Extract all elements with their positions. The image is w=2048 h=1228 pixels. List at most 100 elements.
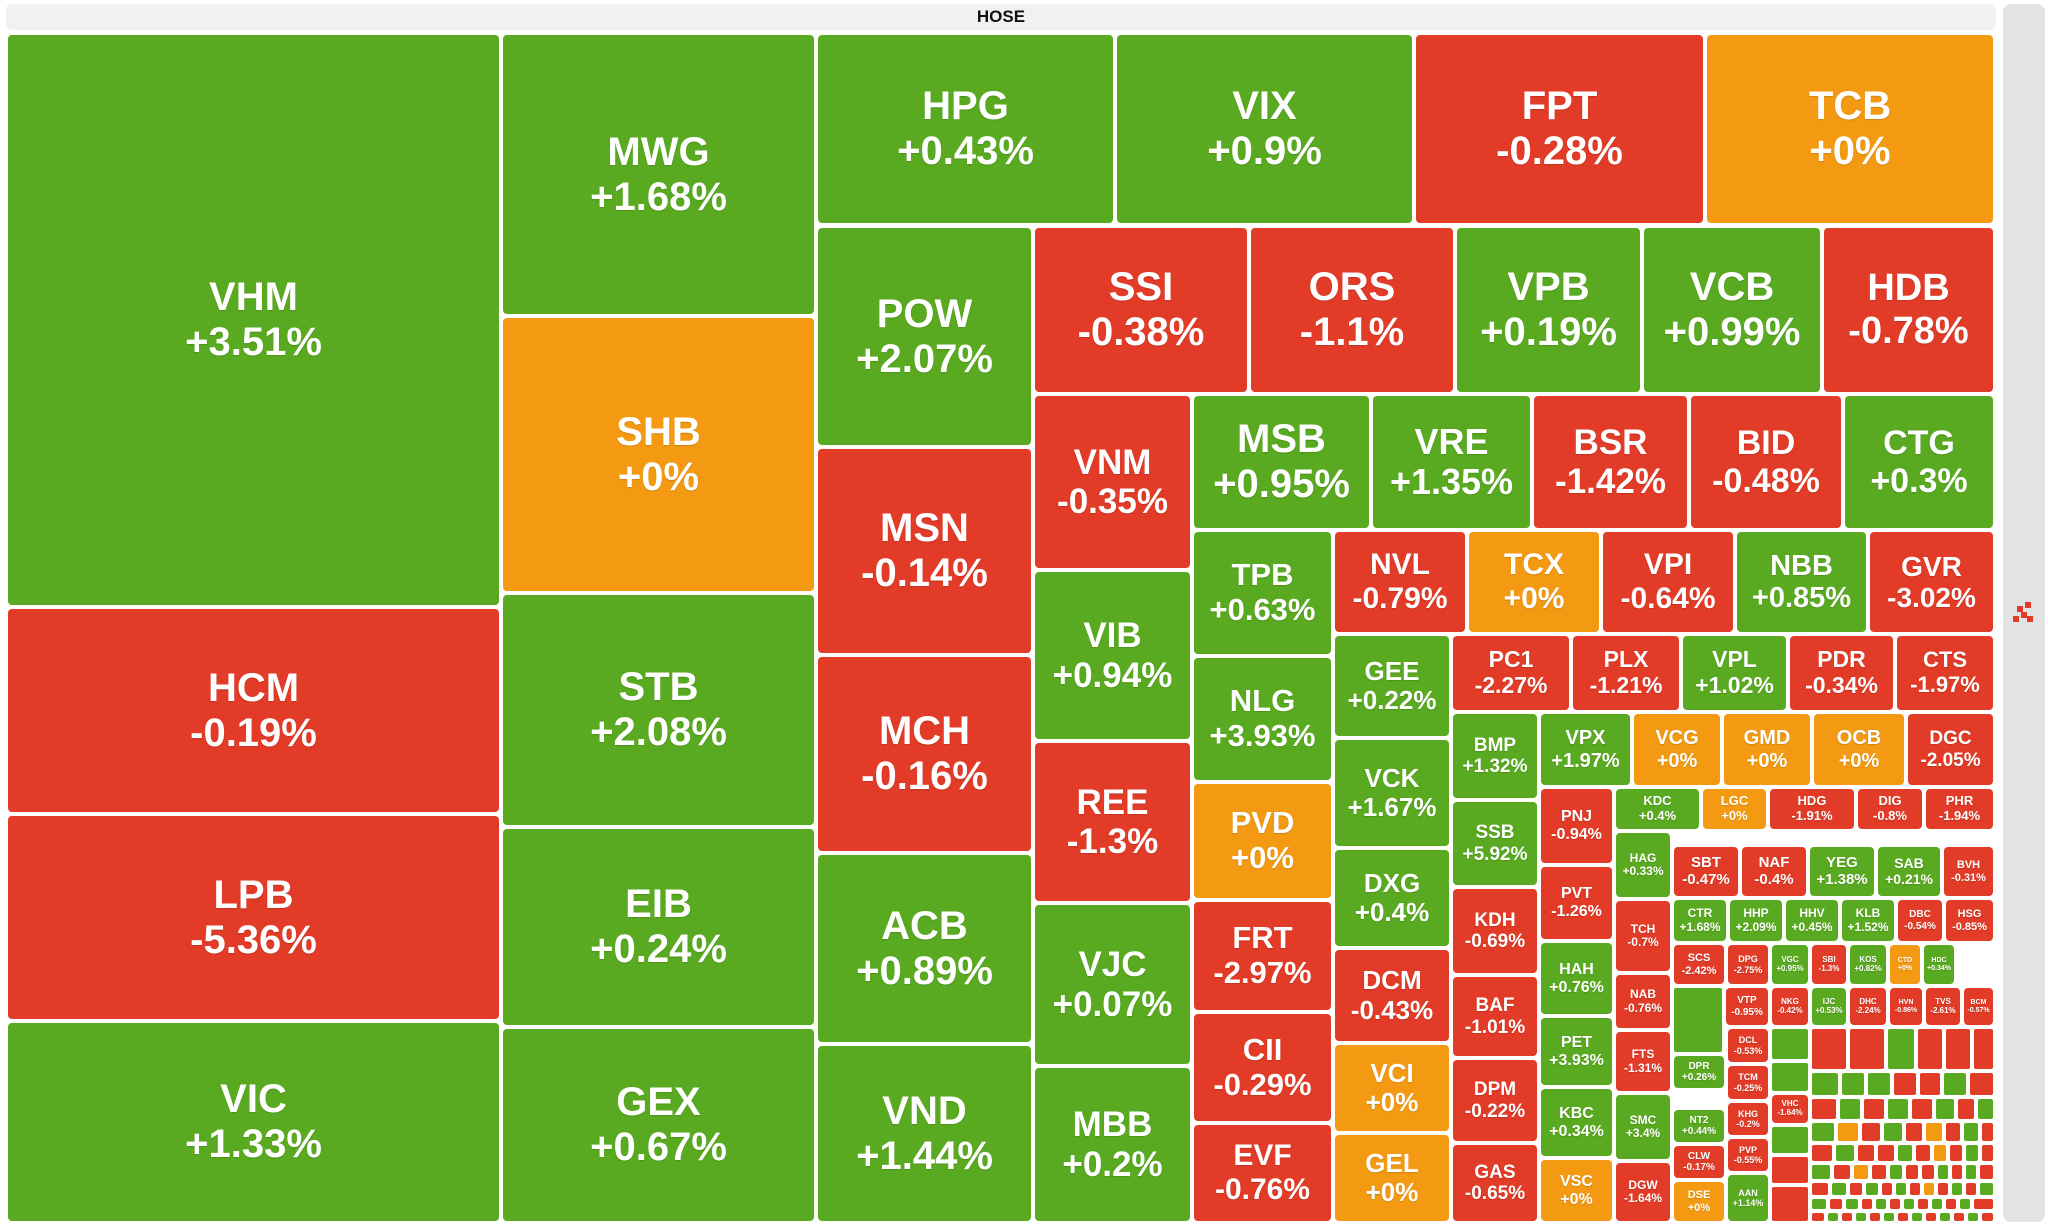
tile-minor-10[interactable]	[1842, 1073, 1864, 1095]
tile-minor-69[interactable]	[1812, 1199, 1826, 1209]
tile-vpl[interactable]: VPL +1.02%	[1683, 636, 1786, 710]
tile-dig[interactable]: DIG -0.8%	[1858, 789, 1922, 829]
tile-hdb[interactable]: HDB -0.78%	[1824, 228, 1993, 392]
tile-nkg[interactable]: NKG -0.42%	[1772, 988, 1808, 1025]
tile-minor-57[interactable]	[1812, 1183, 1828, 1195]
tile-minor-30[interactable]	[1926, 1123, 1942, 1141]
tile-minor-90[interactable]	[1940, 1213, 1950, 1221]
tile-pvp[interactable]: PVP -0.55%	[1728, 1139, 1768, 1171]
tile-minor-20[interactable]	[1912, 1099, 1932, 1119]
tile-hvn[interactable]: HVN -0.86%	[1890, 988, 1922, 1025]
tile-minor-75[interactable]	[1904, 1199, 1914, 1209]
tile-pdr[interactable]: PDR -0.34%	[1790, 636, 1893, 710]
tile-minor-37[interactable]	[1858, 1145, 1874, 1161]
tile-minor-27[interactable]	[1862, 1123, 1880, 1141]
tile-minor-58[interactable]	[1832, 1183, 1846, 1195]
tile-lgc[interactable]: LGC +0%	[1703, 789, 1766, 829]
tile-minor-91[interactable]	[1954, 1213, 1964, 1221]
tile-minor-31[interactable]	[1946, 1123, 1960, 1141]
tile-bvh[interactable]: BVH -0.31%	[1944, 847, 1993, 896]
tile-vpx[interactable]: VPX +1.97%	[1541, 714, 1630, 785]
tile-bid[interactable]: BID -0.48%	[1691, 396, 1841, 528]
tile-minor-64[interactable]	[1924, 1183, 1934, 1195]
tile-pow[interactable]: POW +2.07%	[818, 228, 1031, 445]
tile-minor-4[interactable]	[1850, 1029, 1884, 1069]
tile-minor-54[interactable]	[1952, 1165, 1962, 1179]
tile-ssb[interactable]: SSB +5.92%	[1453, 802, 1537, 885]
tile-vhc[interactable]: VHC -1.64%	[1772, 1095, 1808, 1123]
tile-pc1[interactable]: PC1 -2.27%	[1453, 636, 1569, 710]
tile-vci[interactable]: VCI +0%	[1335, 1045, 1449, 1131]
tile-kbc[interactable]: KBC +0.34%	[1541, 1089, 1612, 1156]
tile-dcm[interactable]: DCM -0.43%	[1335, 950, 1449, 1041]
tile-ors[interactable]: ORS -1.1%	[1251, 228, 1453, 392]
tile-vsc[interactable]: VSC +0%	[1541, 1160, 1612, 1221]
tile-kos[interactable]: KOS +0.82%	[1850, 945, 1886, 984]
tile-minor-72[interactable]	[1862, 1199, 1872, 1209]
tile-minor-17[interactable]	[1840, 1099, 1860, 1119]
tile-msb[interactable]: MSB +0.95%	[1194, 396, 1369, 528]
tile-minor-41[interactable]	[1934, 1145, 1946, 1161]
tile-phr[interactable]: PHR -1.94%	[1926, 789, 1993, 829]
tile-nbb[interactable]: NBB +0.85%	[1737, 532, 1866, 632]
tile-yeg[interactable]: YEG +1.38%	[1810, 847, 1874, 896]
tile-ree[interactable]: REE -1.3%	[1035, 743, 1190, 901]
tile-vnm[interactable]: VNM -0.35%	[1035, 396, 1190, 568]
tile-bmp[interactable]: BMP +1.32%	[1453, 714, 1537, 798]
tile-fts[interactable]: FTS -1.31%	[1616, 1032, 1670, 1091]
tile-aan[interactable]: AAN +1.14%	[1728, 1175, 1768, 1221]
tile-vck[interactable]: VCK +1.67%	[1335, 740, 1449, 846]
tile-minor-42[interactable]	[1950, 1145, 1962, 1161]
tile-vre[interactable]: VRE +1.35%	[1373, 396, 1530, 528]
tile-minor-80[interactable]	[1974, 1199, 1993, 1209]
tile-dcl[interactable]: DCL -0.53%	[1728, 1029, 1768, 1062]
tile-nt2[interactable]: NT2 +0.44%	[1674, 1110, 1724, 1142]
tile-minor-7[interactable]	[1946, 1029, 1970, 1069]
tile-stb[interactable]: STB +2.08%	[503, 595, 814, 825]
tile-minor-52[interactable]	[1922, 1165, 1934, 1179]
tile-minor-39[interactable]	[1898, 1145, 1912, 1161]
tile-ijc[interactable]: IJC +0.53%	[1812, 988, 1846, 1025]
tile-hhv[interactable]: HHV +0.45%	[1786, 900, 1838, 941]
tile-minor-24[interactable]	[1772, 1127, 1808, 1153]
tile-minor-53[interactable]	[1938, 1165, 1948, 1179]
tile-gmd[interactable]: GMD +0%	[1724, 714, 1810, 785]
tile-naf[interactable]: NAF -0.4%	[1742, 847, 1806, 896]
tile-minor-3[interactable]	[1812, 1029, 1846, 1069]
tile-dbc[interactable]: DBC -0.54%	[1898, 900, 1942, 941]
tile-minor-87[interactable]	[1898, 1213, 1908, 1221]
tile-minor-85[interactable]	[1870, 1213, 1880, 1221]
tile-minor-92[interactable]	[1968, 1213, 1978, 1221]
tile-mch[interactable]: MCH -0.16%	[818, 657, 1031, 851]
tile-minor-71[interactable]	[1846, 1199, 1858, 1209]
tile-minor-55[interactable]	[1966, 1165, 1976, 1179]
tile-vix[interactable]: VIX +0.9%	[1117, 35, 1412, 223]
tile-pvd[interactable]: PVD +0%	[1194, 784, 1331, 898]
tile-ocb[interactable]: OCB +0%	[1814, 714, 1904, 785]
tile-minor-51[interactable]	[1906, 1165, 1918, 1179]
tile-gel[interactable]: GEL +0%	[1335, 1135, 1449, 1221]
tile-ctr[interactable]: CTR +1.68%	[1674, 900, 1726, 941]
tile-tvs[interactable]: TVS -2.61%	[1926, 988, 1960, 1025]
tile-minor-28[interactable]	[1884, 1123, 1902, 1141]
tile-plx[interactable]: PLX -1.21%	[1573, 636, 1679, 710]
tile-minor-9[interactable]	[1812, 1073, 1838, 1095]
tile-minor-44[interactable]	[1982, 1145, 1993, 1161]
tile-minor-59[interactable]	[1850, 1183, 1862, 1195]
tile-vgc[interactable]: VGC +0.95%	[1772, 945, 1808, 984]
tile-dpg[interactable]: DPG -2.75%	[1728, 945, 1768, 984]
tile-mbb[interactable]: MBB +0.2%	[1035, 1068, 1190, 1221]
tile-ctd[interactable]: CTD +0%	[1890, 945, 1920, 984]
tile-vjc[interactable]: VJC +0.07%	[1035, 905, 1190, 1064]
tile-hdg[interactable]: HDG -1.91%	[1770, 789, 1854, 829]
tile-minor-86[interactable]	[1884, 1213, 1894, 1221]
tile-minor-76[interactable]	[1918, 1199, 1928, 1209]
tile-klb[interactable]: KLB +1.52%	[1842, 900, 1894, 941]
tile-smc[interactable]: SMC +3.4%	[1616, 1095, 1670, 1159]
tile-dgc[interactable]: DGC -2.05%	[1908, 714, 1993, 785]
tile-minor-56[interactable]	[1980, 1165, 1993, 1179]
tile-hhp[interactable]: HHP +2.09%	[1730, 900, 1782, 941]
tile-minor-6[interactable]	[1918, 1029, 1942, 1069]
tile-minor-43[interactable]	[1966, 1145, 1978, 1161]
tile-minor-63[interactable]	[1910, 1183, 1920, 1195]
